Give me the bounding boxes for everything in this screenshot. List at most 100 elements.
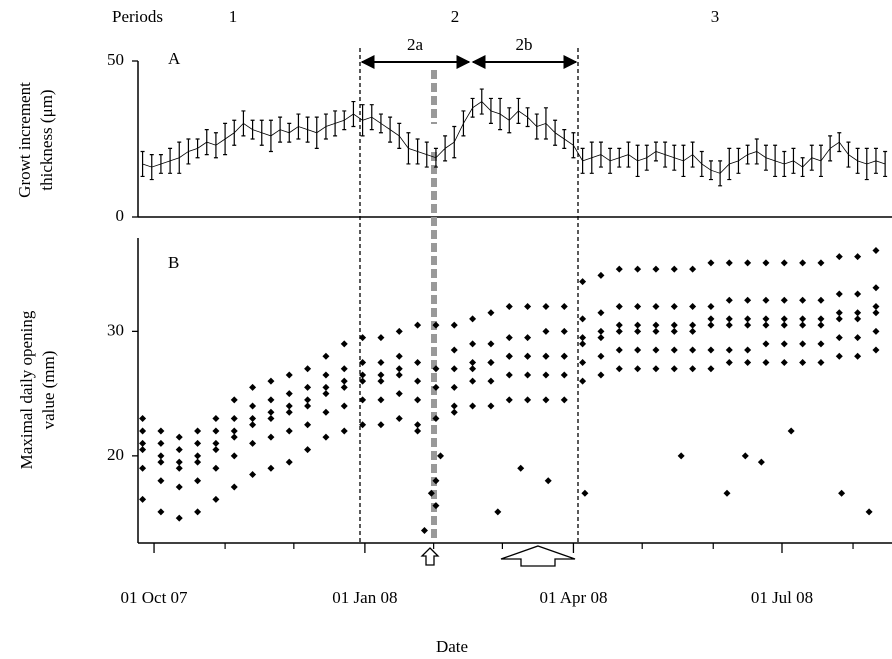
- point: [652, 365, 660, 373]
- point: [542, 371, 550, 379]
- error-bar: [553, 119, 558, 146]
- point: [414, 396, 422, 404]
- point: [689, 302, 697, 310]
- error-bar: [158, 154, 163, 174]
- point: [322, 390, 330, 398]
- point: [872, 346, 880, 354]
- point: [340, 377, 348, 385]
- point: [835, 253, 843, 261]
- point: [427, 489, 435, 497]
- point: [175, 514, 183, 522]
- error-bar: [708, 160, 713, 181]
- point: [560, 327, 568, 335]
- error-bar: [186, 138, 191, 165]
- error-bar: [580, 147, 585, 174]
- point: [817, 315, 825, 323]
- error-bar: [855, 147, 860, 174]
- error-bar: [754, 138, 759, 165]
- point: [579, 340, 587, 348]
- point: [175, 433, 183, 441]
- error-bar: [571, 132, 576, 159]
- point: [670, 346, 678, 354]
- point: [744, 296, 752, 304]
- point: [787, 427, 795, 435]
- error-bar: [562, 129, 567, 149]
- error-bar: [323, 113, 328, 140]
- point: [157, 477, 165, 485]
- point: [524, 352, 532, 360]
- point: [799, 296, 807, 304]
- panel-label: B: [168, 253, 179, 272]
- point: [249, 471, 257, 479]
- point: [744, 321, 752, 329]
- error-bar: [727, 147, 732, 181]
- point: [359, 334, 367, 342]
- point: [487, 309, 495, 317]
- error-bar: [461, 110, 466, 137]
- point: [194, 458, 202, 466]
- error-bar: [488, 97, 493, 124]
- point: [615, 346, 623, 354]
- point: [139, 439, 147, 447]
- point: [725, 296, 733, 304]
- point: [377, 421, 385, 429]
- error-bar: [278, 116, 283, 143]
- point: [780, 340, 788, 348]
- point: [707, 302, 715, 310]
- error-bar: [369, 104, 374, 131]
- error-bar: [635, 144, 640, 178]
- point: [469, 358, 477, 366]
- error-bar: [873, 147, 878, 174]
- point: [725, 358, 733, 366]
- error-bar: [314, 116, 319, 149]
- point: [432, 477, 440, 485]
- point: [707, 315, 715, 323]
- point: [634, 302, 642, 310]
- point: [817, 296, 825, 304]
- point: [725, 315, 733, 323]
- error-bar: [232, 119, 237, 146]
- point: [450, 383, 458, 391]
- point: [560, 371, 568, 379]
- error-bar: [342, 110, 347, 131]
- event-arrow: [420, 547, 440, 566]
- point: [267, 396, 275, 404]
- periods-label: Periods: [112, 7, 163, 26]
- point: [304, 446, 312, 454]
- point: [414, 358, 422, 366]
- error-bar: [360, 104, 365, 137]
- point: [854, 290, 862, 298]
- error-bar: [388, 116, 393, 143]
- error-bar: [195, 138, 200, 159]
- point: [395, 352, 403, 360]
- point: [762, 315, 770, 323]
- point: [230, 452, 238, 460]
- error-bar: [177, 141, 182, 174]
- point: [835, 309, 843, 317]
- point: [524, 302, 532, 310]
- point: [285, 427, 293, 435]
- point: [414, 377, 422, 385]
- point: [817, 340, 825, 348]
- error-bar: [598, 141, 603, 168]
- point: [579, 278, 587, 286]
- point: [872, 246, 880, 254]
- period-label: 1: [229, 7, 238, 26]
- error-bar: [287, 122, 292, 143]
- point: [634, 346, 642, 354]
- point: [542, 396, 550, 404]
- error-bar: [800, 157, 805, 178]
- point: [744, 346, 752, 354]
- point: [762, 358, 770, 366]
- error-bar: [204, 129, 209, 156]
- point: [139, 495, 147, 503]
- error-bar: [259, 119, 264, 146]
- point: [615, 265, 623, 273]
- error-bar: [883, 150, 888, 178]
- error-bar: [213, 132, 218, 159]
- point: [560, 396, 568, 404]
- point: [615, 302, 623, 310]
- point: [542, 302, 550, 310]
- point: [597, 334, 605, 342]
- point: [799, 321, 807, 329]
